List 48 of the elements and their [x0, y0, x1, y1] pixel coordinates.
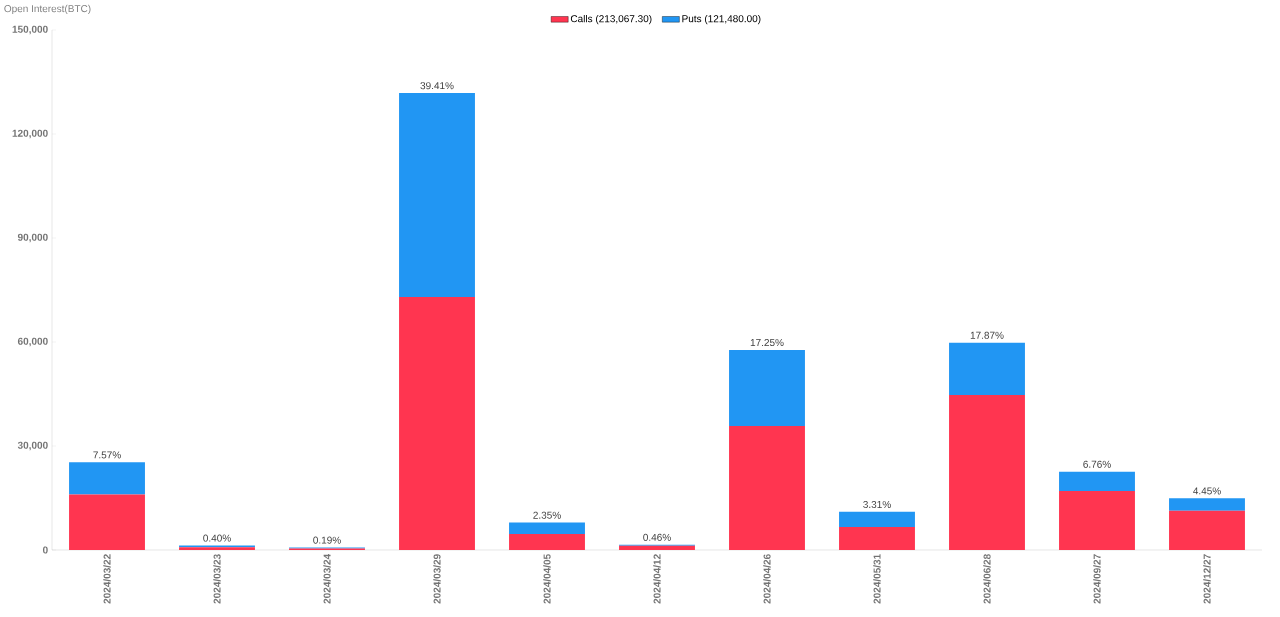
bar: [949, 342, 1025, 396]
legend-label: Calls (213,067.30): [570, 14, 652, 25]
bar: [729, 425, 805, 550]
bar: [839, 527, 915, 550]
bar: [839, 511, 915, 528]
bar: [1059, 491, 1135, 550]
bar: [509, 522, 585, 535]
annotation: 3.31%: [863, 500, 891, 508]
x-tick-label: 2024/04/26: [763, 554, 771, 604]
x-tick-label: 2024/03/24: [323, 553, 331, 604]
annotation: 0.40%: [203, 534, 231, 542]
bar: [729, 349, 805, 426]
y-tick-label: 0: [42, 546, 48, 554]
y-tick-label: 60,000: [17, 337, 48, 347]
x-tick-label: 2024/03/22: [103, 554, 111, 604]
annotation: 0.19%: [313, 536, 341, 544]
annotation: 4.45%: [1193, 487, 1221, 495]
annotation: 17.87%: [970, 331, 1004, 339]
x-tick-label: 2024/04/05: [543, 554, 551, 604]
bar: [69, 494, 145, 550]
x-tick-label: 2024/04/12: [653, 554, 661, 604]
x-tick-label: 2024/03/23: [213, 554, 221, 604]
x-tick-label: 2024/06/28: [983, 554, 991, 604]
x-tick-label: 2024/03/29: [433, 554, 441, 604]
y-tick-label: 120,000: [12, 129, 48, 139]
x-tick-label: 2024/12/27: [1203, 554, 1211, 604]
bar: [69, 462, 145, 495]
bar: [399, 93, 475, 297]
annotation: 17.25%: [750, 339, 784, 347]
x-tick-label: 2024/05/31: [873, 554, 881, 604]
bar: [399, 296, 475, 550]
bar: [949, 395, 1025, 550]
legend-label: Puts (121,480.00): [682, 14, 761, 25]
annotation: 0.46%: [643, 533, 671, 541]
annotation: 39.41%: [420, 82, 454, 90]
y-tick-label: 30,000: [17, 441, 48, 451]
bar: [1059, 471, 1135, 492]
y-tick-label: 90,000: [17, 233, 48, 243]
y-axis-title: Open Interest(BTC): [4, 4, 91, 15]
y-tick-label: 150,000: [12, 25, 48, 35]
annotation: 6.76%: [1083, 460, 1111, 468]
x-tick-label: 2024/09/27: [1093, 554, 1101, 604]
annotation: 7.57%: [93, 451, 121, 459]
bar: [619, 545, 695, 550]
bar: [1169, 510, 1245, 550]
bar: [509, 534, 585, 550]
annotation: 2.35%: [533, 511, 561, 519]
bar: [1169, 498, 1245, 511]
